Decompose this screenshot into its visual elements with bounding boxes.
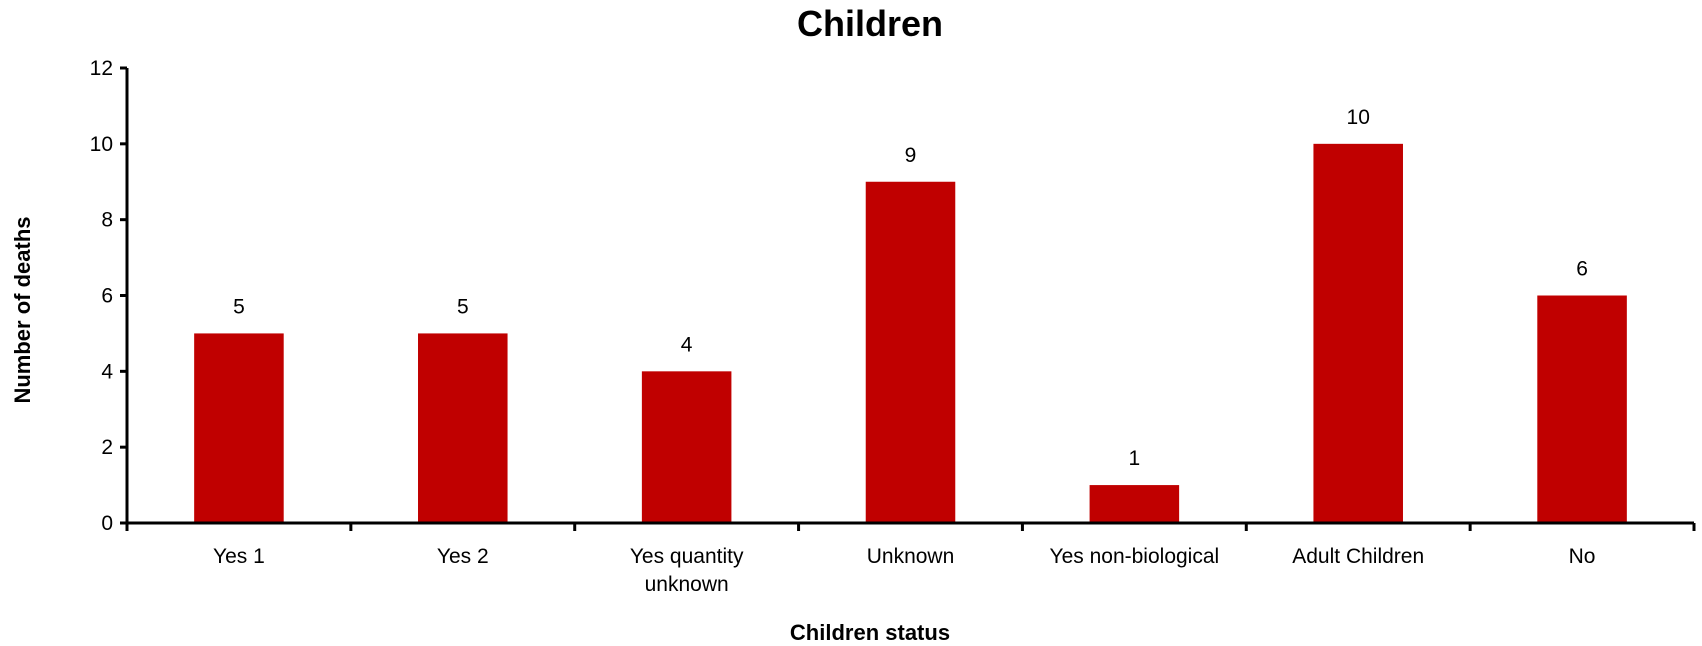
data-label-3: 9 bbox=[905, 144, 917, 167]
y-tick-label-1: 2 bbox=[101, 436, 113, 459]
x-tick-label-5: Adult Children bbox=[1292, 545, 1424, 568]
bar-6 bbox=[1537, 295, 1627, 523]
data-label-4: 1 bbox=[1129, 447, 1141, 470]
x-tick-label-6: No bbox=[1569, 545, 1596, 568]
y-tick-label-6: 12 bbox=[90, 57, 113, 80]
y-tick-label-2: 4 bbox=[101, 360, 113, 383]
data-label-0: 5 bbox=[233, 295, 245, 318]
bar-1 bbox=[418, 333, 508, 523]
bar-4 bbox=[1089, 485, 1180, 523]
data-label-1: 5 bbox=[457, 295, 469, 318]
x-tick-label-4: Yes non-biological bbox=[1050, 545, 1220, 568]
y-axis: 0 2 4 6 8 10 12 bbox=[90, 57, 129, 535]
y-axis-title: Number of deaths bbox=[10, 216, 35, 403]
bar-3 bbox=[865, 181, 956, 523]
data-label-6: 6 bbox=[1576, 258, 1588, 281]
chart-title: Children bbox=[797, 3, 943, 44]
bar-5 bbox=[1313, 143, 1403, 523]
y-tick-label-0: 0 bbox=[101, 512, 113, 535]
y-tick-label-3: 6 bbox=[101, 285, 113, 308]
data-label-5: 10 bbox=[1347, 106, 1370, 129]
data-label-2: 4 bbox=[681, 333, 693, 356]
data-labels-group: 5 5 4 9 1 10 6 bbox=[233, 106, 1588, 470]
bar-0 bbox=[194, 333, 284, 523]
y-tick-label-5: 10 bbox=[90, 133, 113, 156]
x-tick-label-1: Yes 2 bbox=[437, 545, 489, 568]
bar-2 bbox=[641, 371, 732, 523]
x-tick-label-0: Yes 1 bbox=[213, 545, 265, 568]
x-tick-label-2: Yes quantity unknown bbox=[630, 545, 744, 596]
x-axis-title: Children status bbox=[790, 620, 950, 645]
x-tick-label-3: Unknown bbox=[867, 545, 955, 568]
y-tick-label-4: 8 bbox=[101, 209, 113, 232]
bars-group bbox=[194, 143, 1627, 523]
x-axis: Yes 1 Yes 2 Yes quantity unknown Unknown Yes … bbox=[125, 521, 1696, 596]
